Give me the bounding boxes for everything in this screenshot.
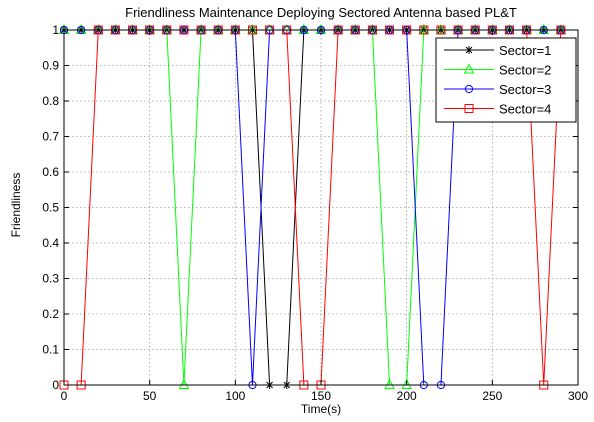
data-point: [178, 378, 190, 389]
y-tick-labels: 0 0.1 0.2 0.3 0.4 0.5 0.6 0.7 0.8 0.9 1: [42, 23, 59, 392]
y-tick-label: 0.1: [42, 343, 59, 357]
tick-marks: [63, 29, 579, 386]
legend-item: Sector=4: [444, 102, 551, 117]
legend-marker: [464, 104, 474, 113]
legend-marker: [465, 46, 473, 54]
y-tick-label: 0.9: [42, 59, 59, 73]
y-tick-label: 0.7: [42, 130, 59, 144]
legend-label: Sector=3: [499, 82, 551, 97]
x-tick-labels: 0 50 100 150 200 250 300: [61, 389, 589, 403]
legend-label: Sector=2: [499, 63, 551, 78]
y-tick-label: 0: [52, 378, 59, 392]
legend-item: Sector=3: [444, 82, 551, 97]
y-tick-label: 1: [52, 23, 59, 37]
chart-title: Friendliness Maintenance Deploying Secto…: [125, 5, 517, 20]
legend-label: Sector=4: [499, 102, 551, 117]
x-tick-label: 100: [225, 389, 245, 403]
legend-label: Sector=1: [499, 43, 551, 58]
y-tick-label: 0.6: [42, 165, 59, 179]
x-tick-label: 50: [143, 389, 157, 403]
legend-marker: [463, 63, 475, 74]
data-point: [401, 378, 412, 389]
y-tick-label: 0.3: [42, 272, 59, 286]
legend-item: Sector=1: [444, 43, 551, 58]
data-point: [384, 378, 395, 389]
x-tick-label: 0: [61, 389, 68, 403]
x-axis-label: Time(s): [301, 402, 341, 416]
legend-marker: [464, 84, 474, 94]
y-tick-label: 0.4: [42, 236, 59, 250]
x-tick-label: 250: [482, 389, 502, 403]
y-tick-label: 0.2: [42, 307, 59, 321]
x-tick-label: 200: [397, 389, 417, 403]
legend-item: Sector=2: [444, 63, 551, 78]
legend: Sector=1 Sector=2 Sector=3 Sector=4: [435, 37, 577, 123]
x-tick-label: 300: [568, 389, 588, 403]
y-tick-label: 0.8: [42, 94, 59, 108]
y-tick-label: 0.5: [42, 201, 59, 215]
y-axis-label: Friendliness: [9, 173, 23, 238]
x-tick-label: 150: [311, 389, 331, 403]
